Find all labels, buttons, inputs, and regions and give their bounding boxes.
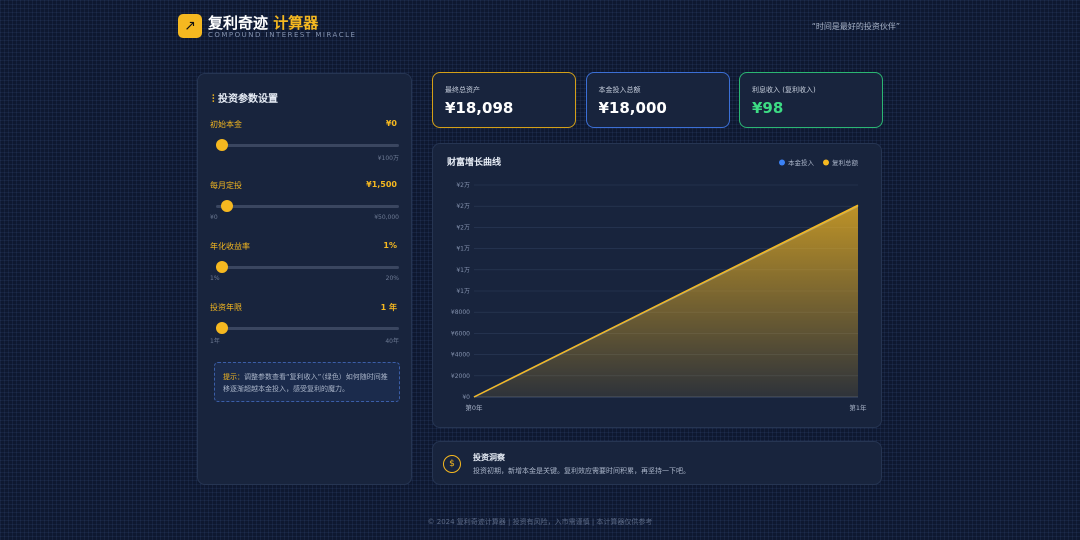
subtitle: COMPOUND INTEREST MIRACLE	[208, 31, 357, 39]
legend-label: 本金投入	[788, 158, 815, 167]
tip-label: 提示：	[223, 373, 244, 381]
chart-panel: 财富增长曲线 ¥0 ¥2000 ¥4000 ¥6000 ¥8000 ¥1万 ¥1万 ¥1万 ¥2万…	[432, 143, 882, 428]
slider-max: ¥50,000	[374, 214, 399, 221]
y-tick-label: ¥4000	[451, 352, 470, 359]
slider-value: ¥1,500	[366, 180, 397, 189]
slider-value: 1%	[383, 241, 397, 250]
y-tick-label: ¥0	[462, 394, 470, 401]
stat-value: ¥98	[752, 99, 784, 117]
slider-max: ¥100万	[377, 155, 399, 162]
y-tick-label: ¥1万	[456, 246, 470, 253]
tip-box: 提示：调整参数查看“复利收入”（绿色）如何随时间推移逐渐超越本金投入，感受复利的…	[214, 362, 400, 402]
insight-icon: $	[443, 455, 461, 473]
stat-card: 利息收入 (复利收入) ¥98	[739, 72, 883, 128]
stat-label: 本金投入总额	[598, 86, 641, 94]
settings-title: ⫶ 投资参数设置	[212, 94, 278, 105]
chart: 财富增长曲线 ¥0 ¥2000 ¥4000 ¥6000 ¥8000 ¥1万 ¥1万 ¥1万 ¥2万…	[446, 156, 867, 412]
slider-label: 年化收益率	[210, 242, 250, 251]
title: 复利奇迹	[208, 14, 269, 32]
slider-label: 投资年限	[210, 303, 242, 312]
stat-card: 本金投入总额 ¥18,000	[585, 72, 730, 128]
tip-text: 调整参数查看“复利收入”（绿色）如何随时间推移逐渐超越本金投入，感受复利的魔力。	[223, 373, 388, 393]
slider-track[interactable]	[216, 139, 399, 151]
y-tick-label: ¥2万	[456, 182, 470, 189]
logo: ↗	[178, 14, 202, 38]
y-tick-label: ¥2万	[456, 203, 470, 210]
legend-marker	[779, 159, 785, 166]
slider-thumb[interactable]	[216, 139, 228, 151]
settings-panel: ⫶ 投资参数设置 初始本金 ¥0 ¥100万每月定投 ¥1,500 ¥0 ¥50,000 年…	[197, 73, 412, 485]
slider-value: ¥0	[385, 119, 397, 128]
y-tick-label: ¥1万	[456, 288, 470, 295]
slider-thumb[interactable]	[216, 261, 228, 273]
slider-label: 初始本金	[210, 120, 242, 129]
stat-label: 最终总资产	[445, 86, 480, 94]
insight-text: 投资初期，新增本金是关键。复利效应需要时间积累，再坚持一下吧。	[473, 467, 690, 475]
chart-title: 财富增长曲线	[446, 156, 501, 168]
y-tick-label: ¥1万	[456, 267, 470, 274]
stat-label: 利息收入 (复利收入)	[752, 86, 816, 94]
slider-track[interactable]	[216, 200, 399, 212]
slider-max: 20%	[385, 275, 399, 282]
line	[473, 204, 859, 398]
footer: © 2024 复利奇迹计算器 | 投资有风险，入市需谨慎 | 本计算器仅供参考	[427, 518, 653, 526]
insight-title: 投资洞察	[473, 453, 505, 462]
legend-marker	[823, 159, 829, 166]
slider-min: 1年	[210, 338, 220, 345]
title-highlight: 计算器	[273, 14, 319, 32]
slider-min: 1%	[210, 275, 220, 282]
motto: “时间是最好的投资伙伴”	[811, 22, 900, 31]
y-tick-label: ¥2000	[451, 373, 470, 380]
x-tick-label: 第1年	[849, 403, 867, 412]
slider-label: 每月定投	[210, 181, 242, 190]
stat-card: 最终总资产 ¥18,098	[432, 72, 576, 128]
y-tick-label: ¥6000	[451, 330, 470, 337]
slider-track[interactable]	[216, 261, 399, 273]
y-tick-label: ¥2万	[456, 224, 470, 231]
slider-value: 1 年	[380, 303, 397, 312]
slider-thumb[interactable]	[221, 200, 234, 212]
insight-panel: $ 投资洞察 投资初期，新增本金是关键。复利效应需要时间积累，再坚持一下吧。	[432, 441, 882, 485]
slider-max: 40年	[385, 338, 399, 345]
slider-track[interactable]	[216, 322, 399, 334]
stat-value: ¥18,000	[598, 99, 667, 117]
y-tick-label: ¥8000	[451, 309, 470, 316]
slider-min: ¥0	[210, 214, 218, 221]
app-title: 复利奇迹 计算器	[208, 12, 318, 33]
legend-label: 复利总额	[832, 158, 859, 167]
x-tick-label: 第0年	[465, 403, 483, 412]
stat-value: ¥18,098	[445, 99, 514, 117]
slider-thumb[interactable]	[216, 322, 228, 334]
settings-title-text: 投资参数设置	[217, 94, 278, 105]
